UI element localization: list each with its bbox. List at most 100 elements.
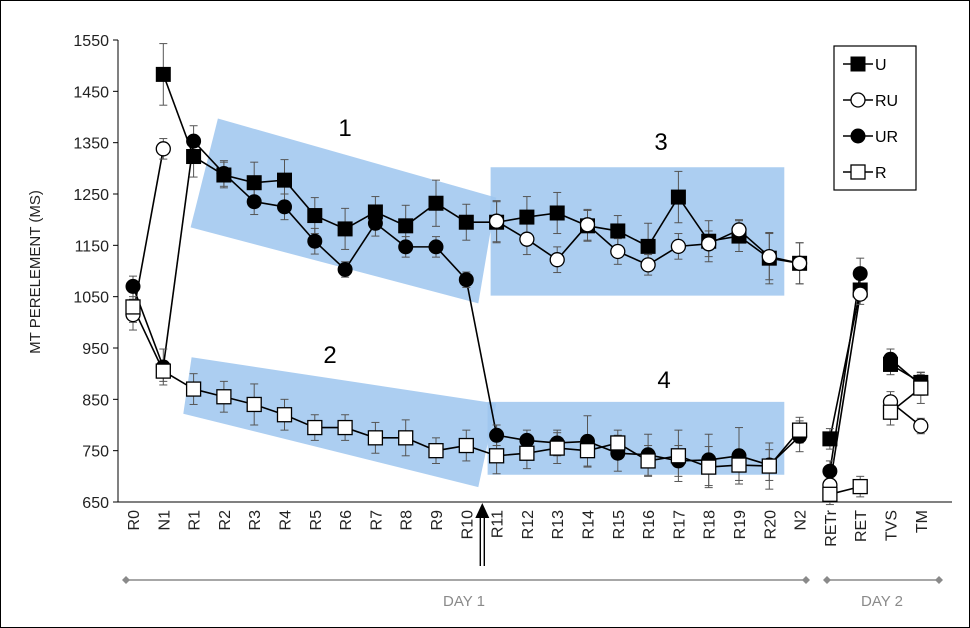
data-point-R <box>701 459 717 475</box>
data-point-U <box>186 149 202 165</box>
data-point-UR <box>428 239 444 255</box>
data-point-RU <box>579 217 596 233</box>
data-point-R <box>125 299 141 315</box>
x-tick-label: N2 <box>793 510 810 531</box>
data-point-U <box>519 209 535 225</box>
axes: 650 750 850 950 1050 1150 1250 1350 1450 1550 R0 N1… <box>73 33 952 566</box>
data-point-UR <box>489 427 505 443</box>
x-tick-label: R14 <box>581 510 598 539</box>
data-point-R <box>246 396 262 413</box>
x-tick-label: R18 <box>702 510 719 539</box>
legend-label-UR: UR <box>875 129 898 146</box>
region-3 <box>490 167 785 296</box>
x-tick-label: R10 <box>459 510 476 539</box>
session-arrow-head <box>475 503 490 518</box>
data-point-R <box>307 419 323 436</box>
data-point-R <box>852 478 868 495</box>
data-point-RU <box>670 238 687 255</box>
data-point-RU <box>701 236 717 252</box>
x-tick-label: RETr <box>823 509 840 546</box>
x-tick-label: R6 <box>338 510 355 531</box>
x-tick-label: TVS <box>884 510 901 541</box>
region-label-3: 3 <box>654 129 667 156</box>
data-point-RU <box>913 418 929 434</box>
data-point-U <box>398 218 414 234</box>
data-point-R <box>670 448 687 464</box>
y-tick-label: 1050 <box>73 290 109 307</box>
series-line-UR <box>465 279 498 436</box>
x-tick-label: R5 <box>308 510 325 531</box>
data-point-R <box>640 453 656 469</box>
data-point-RU <box>549 252 565 268</box>
data-point-U <box>458 214 474 230</box>
data-point-UR <box>337 261 353 277</box>
y-tick-label: 1450 <box>73 84 109 101</box>
data-point-R <box>791 422 808 438</box>
legend: U RU UR R <box>833 45 917 191</box>
day2-range-end <box>935 576 943 584</box>
x-tick-label: R1 <box>187 510 204 531</box>
x-tick-label: R7 <box>368 510 385 531</box>
data-point-UR <box>216 165 232 181</box>
series-line-UR <box>344 222 377 270</box>
data-point-R <box>398 430 414 446</box>
data-point-UR <box>883 351 898 367</box>
series-line-U <box>829 289 861 440</box>
data-point-R <box>185 381 202 397</box>
legend-label-RU: RU <box>875 93 898 110</box>
data-point-UR <box>519 432 535 448</box>
data-point-U <box>155 66 171 82</box>
data-point-R <box>367 430 384 446</box>
y-tick-label: 950 <box>82 341 109 358</box>
data-point-UR <box>246 194 262 210</box>
x-tick-label: R15 <box>611 510 628 539</box>
day1-range-end <box>802 576 810 584</box>
data-point-U <box>277 172 292 188</box>
data-point-RU <box>488 213 505 229</box>
data-point-UR <box>458 272 474 288</box>
region-label-1: 1 <box>338 115 351 142</box>
data-point-RU <box>640 257 656 273</box>
data-point-RU <box>731 222 747 238</box>
legend-marker-U <box>850 56 866 72</box>
day1-range-start <box>122 576 130 584</box>
legend-label-U: U <box>875 57 887 74</box>
data-point-UR <box>822 463 838 479</box>
data-point-RU <box>155 141 171 157</box>
data-point-U <box>670 189 686 205</box>
data-point-U <box>246 175 262 191</box>
data-point-UR <box>852 266 868 282</box>
x-tick-label: R20 <box>762 510 779 539</box>
data-point-U <box>822 431 838 447</box>
data-point-UR <box>307 233 323 249</box>
legend-box <box>833 45 917 191</box>
day1-label: DAY 1 <box>443 593 485 610</box>
y-tick-label: 1150 <box>75 238 110 255</box>
series-line-RU <box>829 293 861 486</box>
data-point-RU <box>852 286 868 302</box>
x-tick-label: R3 <box>247 510 264 531</box>
x-tick-label: R16 <box>641 510 658 539</box>
legend-marker-RU <box>850 92 866 108</box>
region-label-4: 4 <box>657 367 670 394</box>
y-tick-label: 1350 <box>73 136 109 153</box>
x-tick-label: R11 <box>490 510 507 538</box>
data-point-R <box>731 457 747 473</box>
x-tick-label: R9 <box>429 510 446 531</box>
y-tick-label: 1550 <box>73 33 109 50</box>
day2-range-start <box>823 576 831 584</box>
data-point-R <box>428 443 444 459</box>
data-point-U <box>337 221 353 237</box>
data-point-R <box>216 389 232 405</box>
data-point-R <box>337 419 353 436</box>
y-tick-label: 850 <box>82 392 109 409</box>
x-tick-label: TM <box>914 510 931 533</box>
y-axis-label: MT PERELEMENT (MS) <box>27 190 44 354</box>
data-point-U <box>307 208 323 224</box>
x-tick-label: RET <box>853 510 870 542</box>
x-tick-label: R13 <box>550 510 567 539</box>
data-point-UR <box>125 278 141 294</box>
data-point-R <box>913 380 929 396</box>
x-tick-label: R12 <box>520 510 537 539</box>
